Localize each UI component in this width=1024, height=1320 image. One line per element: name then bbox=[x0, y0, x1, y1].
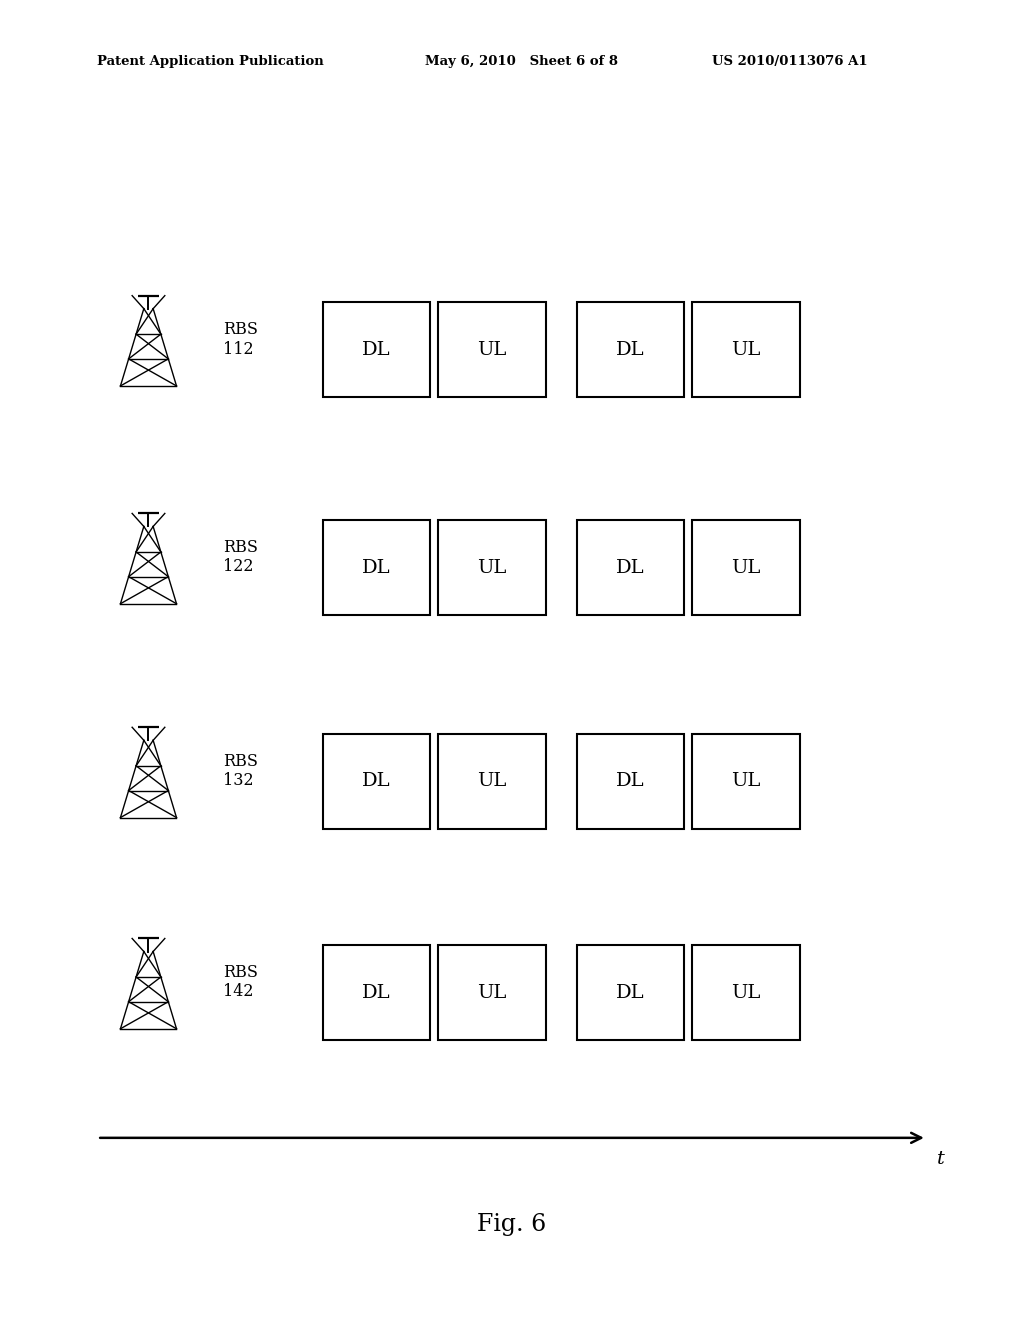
Text: UL: UL bbox=[477, 558, 507, 577]
Bar bbox=[577, 945, 684, 1040]
Text: May 6, 2010   Sheet 6 of 8: May 6, 2010 Sheet 6 of 8 bbox=[425, 55, 617, 69]
Bar bbox=[577, 302, 684, 397]
Text: RBS
112: RBS 112 bbox=[223, 321, 258, 358]
Bar bbox=[323, 302, 430, 397]
Bar bbox=[438, 945, 546, 1040]
Text: DL: DL bbox=[362, 983, 390, 1002]
Text: UL: UL bbox=[477, 341, 507, 359]
Bar bbox=[692, 520, 800, 615]
Text: t: t bbox=[937, 1150, 945, 1168]
Text: RBS
142: RBS 142 bbox=[223, 964, 258, 1001]
Bar bbox=[438, 520, 546, 615]
Text: DL: DL bbox=[362, 341, 390, 359]
Bar bbox=[323, 734, 430, 829]
Text: RBS
132: RBS 132 bbox=[223, 752, 258, 789]
Text: DL: DL bbox=[616, 341, 644, 359]
Text: US 2010/0113076 A1: US 2010/0113076 A1 bbox=[712, 55, 867, 69]
Text: UL: UL bbox=[731, 772, 761, 791]
Bar bbox=[577, 520, 684, 615]
Text: UL: UL bbox=[477, 772, 507, 791]
Text: DL: DL bbox=[616, 983, 644, 1002]
Bar bbox=[692, 734, 800, 829]
Text: DL: DL bbox=[616, 772, 644, 791]
Bar bbox=[323, 520, 430, 615]
Bar bbox=[438, 302, 546, 397]
Bar bbox=[323, 945, 430, 1040]
Text: UL: UL bbox=[477, 983, 507, 1002]
Text: UL: UL bbox=[731, 341, 761, 359]
Text: UL: UL bbox=[731, 558, 761, 577]
Text: DL: DL bbox=[362, 558, 390, 577]
Text: Fig. 6: Fig. 6 bbox=[477, 1213, 547, 1237]
Bar bbox=[692, 302, 800, 397]
Text: UL: UL bbox=[731, 983, 761, 1002]
Bar bbox=[692, 945, 800, 1040]
Text: Patent Application Publication: Patent Application Publication bbox=[97, 55, 324, 69]
Bar bbox=[438, 734, 546, 829]
Text: DL: DL bbox=[616, 558, 644, 577]
Bar bbox=[577, 734, 684, 829]
Text: DL: DL bbox=[362, 772, 390, 791]
Text: RBS
122: RBS 122 bbox=[223, 539, 258, 576]
